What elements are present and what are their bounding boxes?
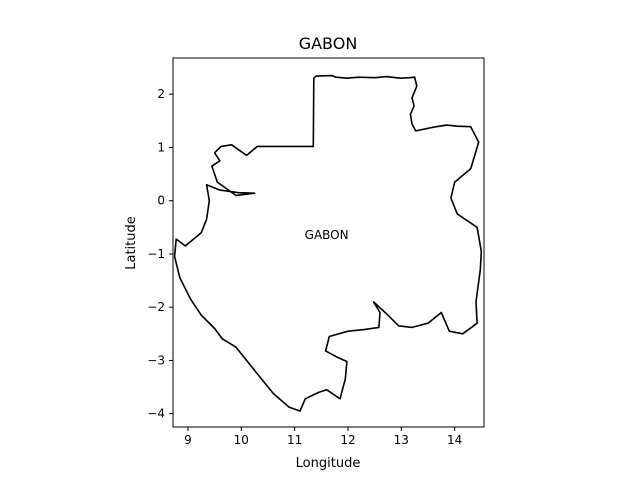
country-outline-layer: GABON (173, 74, 483, 412)
x-tick-label: 13 (394, 433, 409, 447)
y-tick-label: 2 (157, 87, 165, 101)
x-tick-label: 10 (234, 433, 249, 447)
y-tick-label: 1 (157, 140, 165, 154)
map-axes-frame (172, 57, 485, 428)
y-axis-label: Latitude (124, 216, 139, 270)
gabon-outline (173, 74, 483, 412)
map-title: GABON (299, 34, 358, 53)
y-tick-label: −4 (147, 407, 165, 421)
country-label: GABON (305, 228, 349, 242)
y-tick-label: 0 (157, 194, 165, 208)
x-axis-label: Longitude (296, 456, 361, 471)
y-tick-label: −1 (147, 247, 165, 261)
x-tick-label: 11 (287, 433, 302, 447)
y-tick-label: −3 (147, 353, 165, 367)
x-tick-label: 9 (184, 433, 192, 447)
y-tick-label: −2 (147, 300, 165, 314)
x-tick-label: 12 (340, 433, 355, 447)
x-tick-label: 14 (447, 433, 462, 447)
